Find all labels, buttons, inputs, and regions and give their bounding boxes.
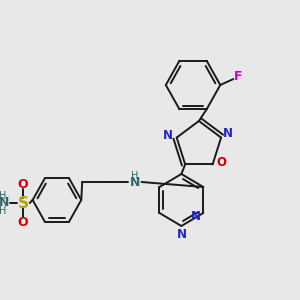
- Text: N: N: [130, 176, 140, 188]
- Text: N: N: [176, 227, 186, 241]
- Text: N: N: [0, 196, 10, 209]
- Text: H: H: [0, 191, 6, 201]
- Text: H: H: [131, 171, 138, 181]
- Text: N: N: [163, 129, 173, 142]
- Text: F: F: [233, 70, 242, 83]
- Text: N: N: [190, 209, 200, 223]
- Text: O: O: [18, 215, 28, 229]
- Text: O: O: [18, 178, 28, 190]
- Text: N: N: [223, 127, 233, 140]
- Text: H: H: [0, 206, 6, 216]
- Text: O: O: [216, 156, 226, 169]
- Text: S: S: [17, 196, 28, 211]
